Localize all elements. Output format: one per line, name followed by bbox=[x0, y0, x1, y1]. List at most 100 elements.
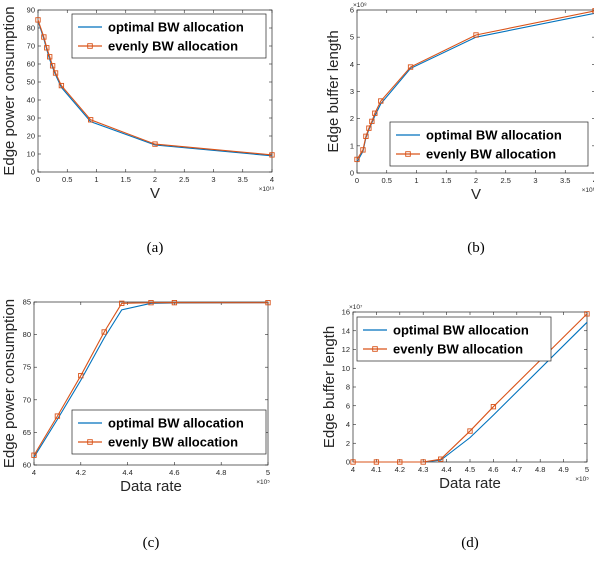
legend-entry-label: optimal BW allocation bbox=[426, 128, 562, 143]
series-line-evenly bbox=[33, 302, 268, 456]
x-tick-label: 4.5 bbox=[465, 465, 475, 474]
data-point-marker bbox=[47, 54, 53, 60]
subfigure-caption: (c) bbox=[143, 535, 160, 551]
data-point-marker bbox=[119, 300, 125, 306]
x-tick-label: 4.9 bbox=[558, 465, 568, 474]
x-axis-label: V bbox=[471, 186, 481, 203]
data-point-marker bbox=[490, 404, 497, 410]
legend-entry-label: evenly BW allocation bbox=[393, 342, 523, 357]
legend-swatch-marker bbox=[87, 439, 93, 445]
y-tick-label: 0 bbox=[346, 458, 350, 467]
y-tick-label: 16 bbox=[342, 308, 350, 317]
x-tick-label: 4.8 bbox=[535, 465, 545, 474]
legend-entry-label: evenly BW allocation bbox=[426, 147, 556, 162]
data-point-marker bbox=[438, 456, 444, 462]
data-point-marker bbox=[269, 152, 275, 158]
data-point-marker bbox=[31, 452, 37, 458]
data-point-marker bbox=[369, 118, 375, 125]
x-tick-label: 4.2 bbox=[395, 465, 405, 474]
x-exponent-label: ×10¹³ bbox=[259, 186, 275, 193]
y-axis-label: Edge power consumption bbox=[1, 299, 18, 468]
legend: optimal BW allocation evenly BW allocatio… bbox=[389, 121, 589, 167]
y-tick-label: 80 bbox=[27, 24, 35, 33]
y-tick-label: 20 bbox=[27, 132, 35, 141]
x-tick-label: 1 bbox=[414, 176, 418, 185]
y-tick-label: 75 bbox=[23, 363, 31, 372]
chart-panel-d: 4 4.1 4.2 4.3 4.4 4.5 4.6 4.7 4.8 4.9 5 0 2 4 6 8 10 12 14… bbox=[321, 304, 590, 551]
data-point-marker bbox=[373, 459, 380, 465]
data-point-marker bbox=[152, 141, 158, 147]
x-tick-label: 4.4 bbox=[441, 465, 451, 474]
x-tick-label: 4 bbox=[351, 465, 355, 474]
data-point-marker bbox=[78, 373, 84, 379]
subfigure-caption: (b) bbox=[467, 240, 485, 256]
data-point-marker bbox=[41, 34, 47, 40]
x-tick-label: 4 bbox=[593, 176, 594, 185]
data-point-marker bbox=[420, 459, 426, 465]
x-tick-label: 0 bbox=[355, 176, 359, 185]
data-point-marker bbox=[467, 428, 473, 434]
data-point-marker bbox=[44, 45, 50, 51]
x-exponent-label: ×10¹³ bbox=[582, 187, 594, 194]
data-point-marker bbox=[363, 133, 369, 139]
y-tick-label: 85 bbox=[23, 298, 31, 307]
y-tick-label: 2 bbox=[350, 114, 354, 123]
data-point-marker bbox=[360, 147, 366, 153]
x-tick-label: 3 bbox=[211, 175, 215, 184]
y-tick-label: 14 bbox=[342, 326, 350, 335]
data-point-marker bbox=[148, 300, 154, 306]
subfigure-caption: (d) bbox=[461, 535, 479, 551]
y-tick-label: 70 bbox=[27, 42, 35, 51]
legend: optimal BW allocation evenly BW allocatio… bbox=[356, 316, 552, 362]
y-exponent-label: ×10⁸ bbox=[353, 2, 367, 9]
x-tick-label: 4 bbox=[32, 468, 36, 477]
data-point-marker bbox=[265, 300, 271, 306]
x-tick-label: 1 bbox=[94, 175, 98, 184]
y-tick-label: 10 bbox=[342, 364, 350, 373]
series-line-evenly bbox=[37, 19, 273, 156]
y-tick-label: 60 bbox=[27, 60, 35, 69]
y-tick-label: 30 bbox=[27, 114, 35, 123]
data-point-marker bbox=[592, 8, 594, 14]
chart-panel-b: 0 0.5 1 1.5 2 2.5 3 3.5 4 0 1 2 3 4 5 6 ×10¹³ ×10⁸ V Edge b… bbox=[325, 2, 594, 256]
x-tick-label: 4.3 bbox=[418, 465, 428, 474]
series-line-evenly bbox=[353, 313, 588, 463]
y-tick-label: 70 bbox=[23, 395, 31, 404]
y-tick-label: 6 bbox=[350, 6, 354, 15]
data-point-marker bbox=[87, 117, 94, 123]
data-point-marker bbox=[407, 64, 414, 70]
y-tick-label: 90 bbox=[27, 6, 35, 15]
x-tick-label: 4.1 bbox=[371, 465, 381, 474]
legend-entry-label: evenly BW allocation bbox=[108, 39, 238, 54]
y-axis-label: Edge buffer length bbox=[321, 326, 338, 448]
data-point-marker bbox=[49, 63, 56, 69]
x-tick-label: 0.5 bbox=[382, 176, 392, 185]
x-tick-label: 2 bbox=[153, 175, 157, 184]
y-tick-label: 1 bbox=[350, 141, 354, 150]
legend-box bbox=[71, 13, 267, 59]
x-exponent-label: ×10⁵ bbox=[575, 476, 589, 483]
y-tick-label: 0 bbox=[31, 168, 35, 177]
legend: optimal BW allocation evenly BW allocatio… bbox=[71, 409, 267, 455]
x-tick-label: 1.5 bbox=[121, 175, 131, 184]
data-point-marker bbox=[473, 32, 479, 38]
data-point-marker bbox=[378, 98, 384, 104]
legend-box bbox=[71, 409, 267, 455]
series-line-evenly bbox=[356, 10, 594, 160]
data-point-marker bbox=[35, 17, 41, 23]
legend-entry-label: optimal BW allocation bbox=[393, 323, 529, 338]
y-tick-label: 10 bbox=[27, 150, 35, 159]
y-tick-label: 80 bbox=[23, 330, 31, 339]
y-tick-label: 40 bbox=[27, 96, 35, 105]
x-tick-label: 4 bbox=[270, 175, 274, 184]
y-axis-label: Edge power consumption bbox=[1, 6, 18, 175]
x-tick-label: 4.2 bbox=[76, 468, 86, 477]
legend: optimal BW allocation evenly BW allocatio… bbox=[71, 13, 267, 59]
x-tick-label: 0 bbox=[36, 175, 40, 184]
legend-entry-label: optimal BW allocation bbox=[108, 20, 244, 35]
x-tick-label: 5 bbox=[266, 468, 270, 477]
x-tick-label: 3.5 bbox=[238, 175, 248, 184]
legend-entry-label: optimal BW allocation bbox=[108, 416, 244, 431]
y-tick-label: 65 bbox=[23, 428, 31, 437]
